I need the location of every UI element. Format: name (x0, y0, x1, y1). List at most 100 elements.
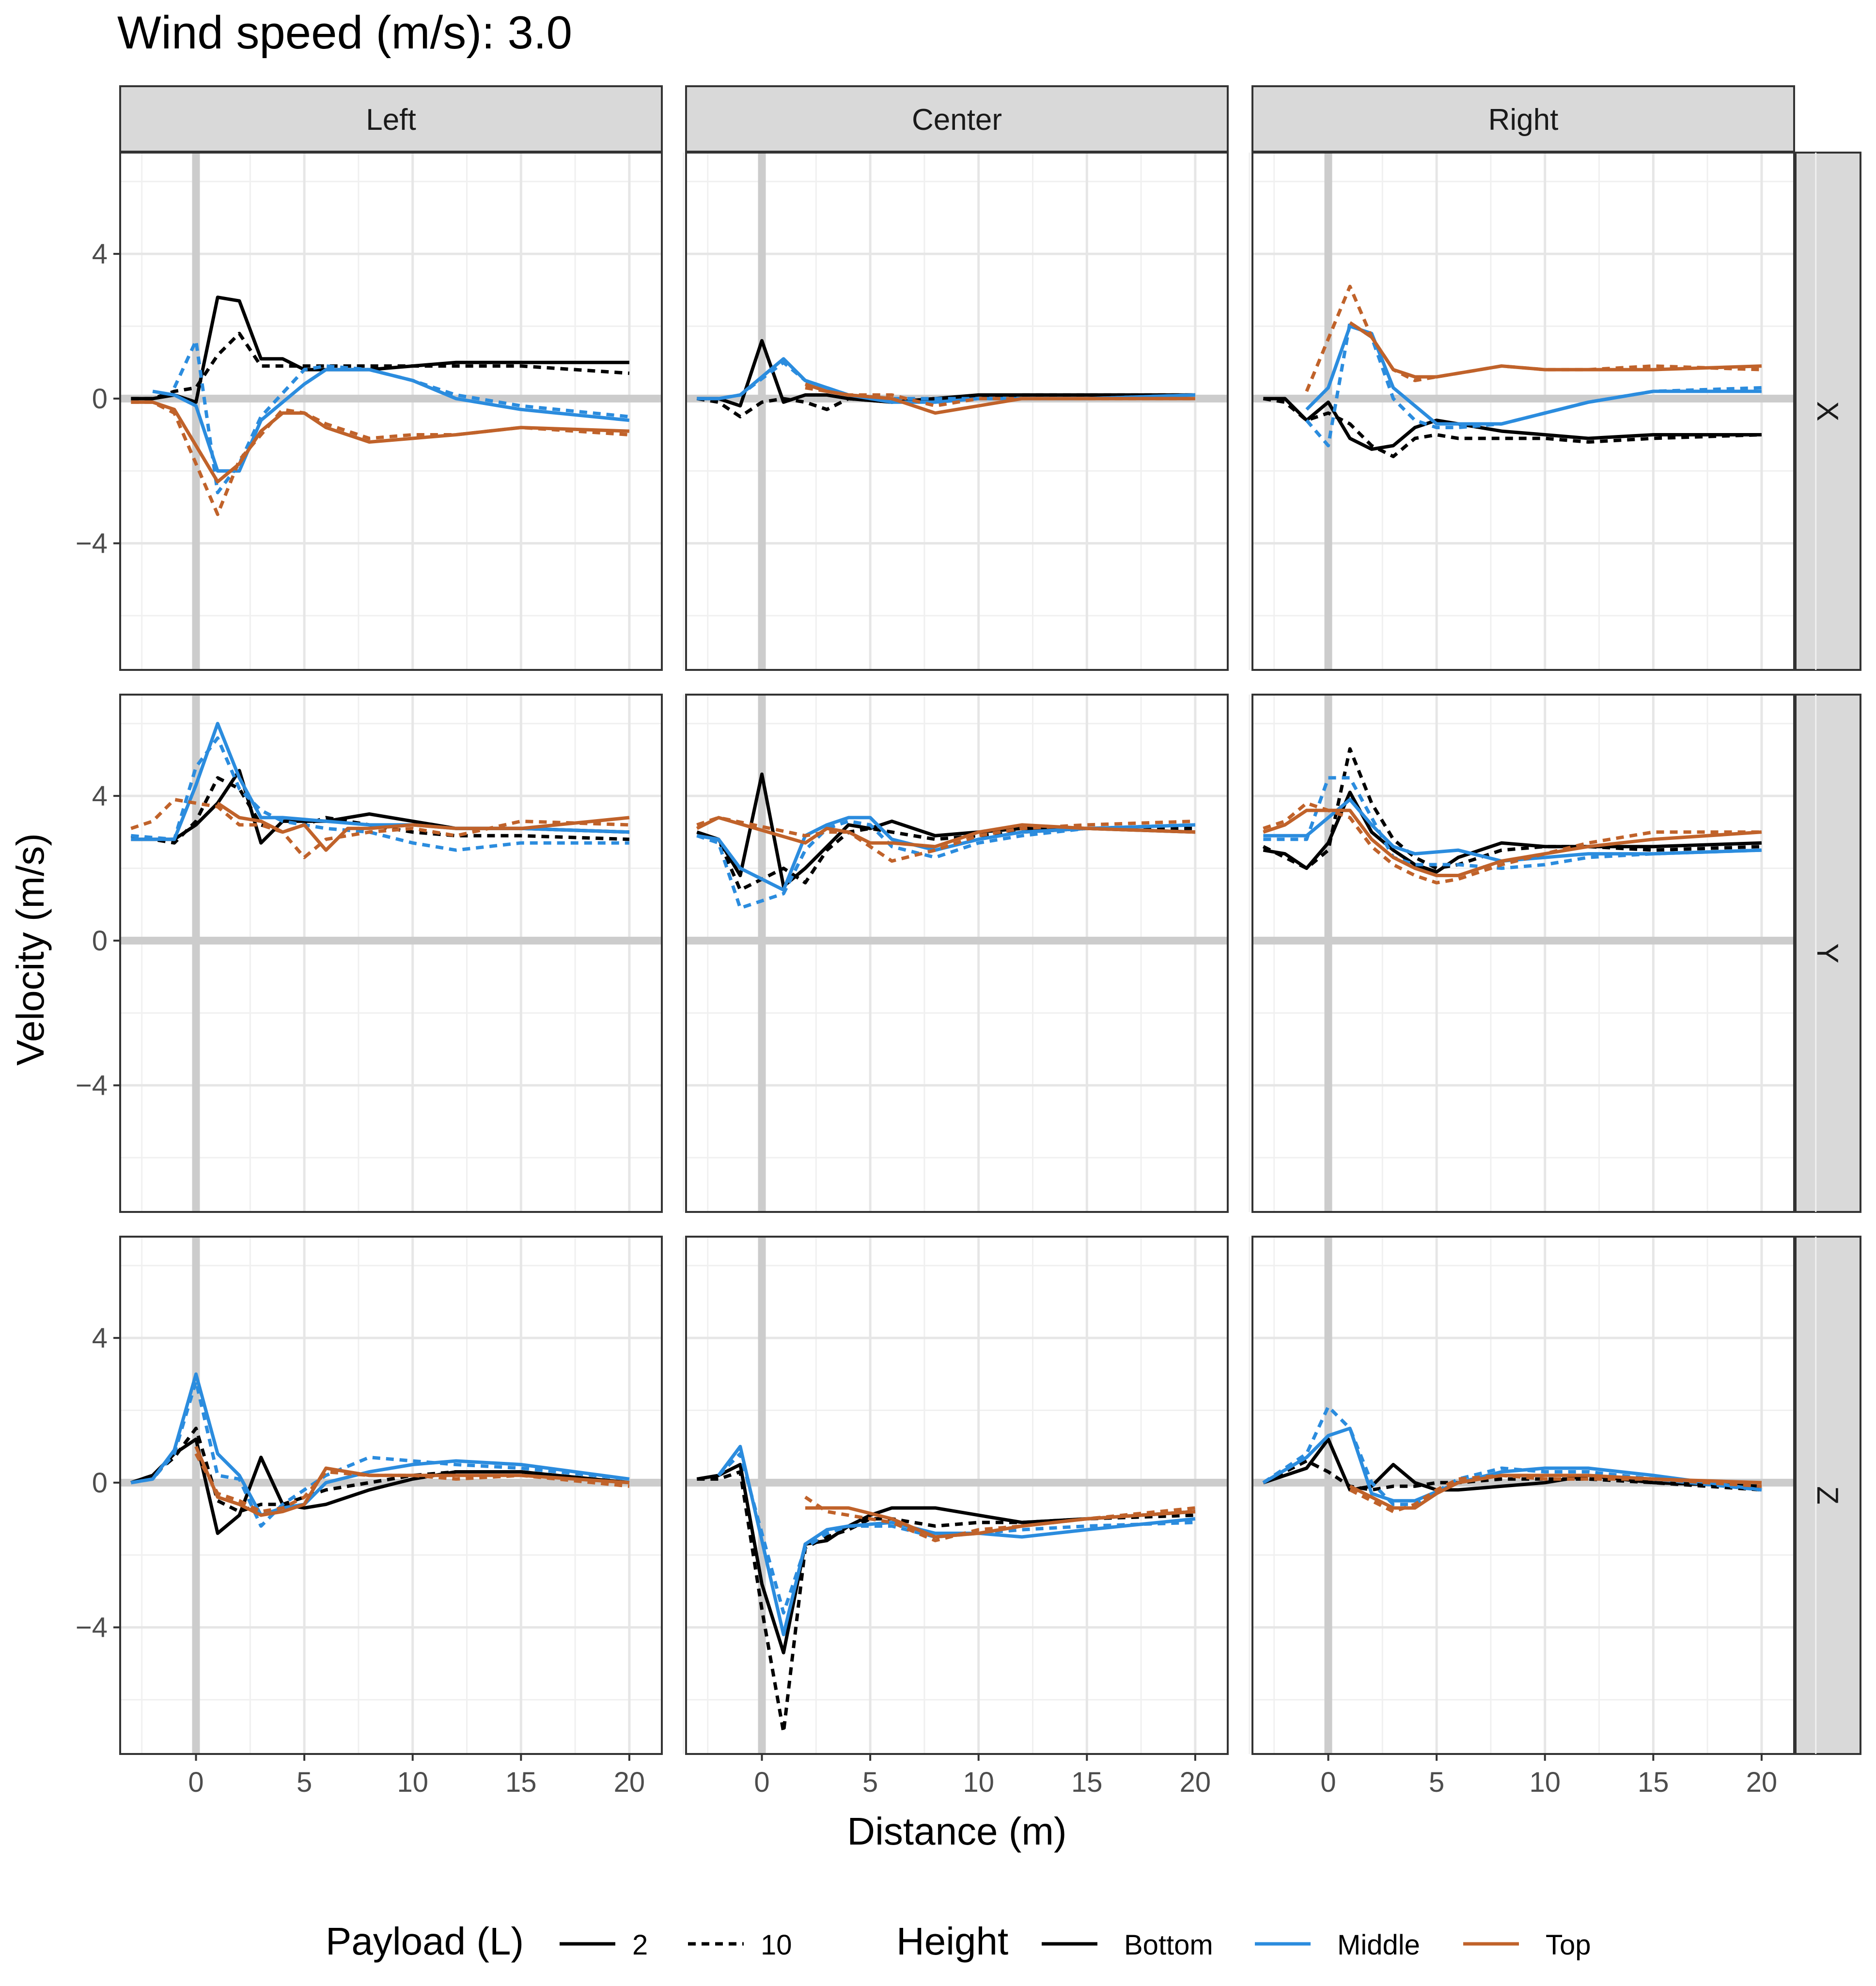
panel-x-center (685, 152, 1251, 671)
series-line-top-payload-2 (696, 816, 1196, 849)
y-tick-label: −4 (76, 1070, 108, 1102)
series-line-bottom-payload-2 (1263, 397, 1762, 451)
series-group (1262, 747, 1762, 884)
series-line-middle-payload-10 (696, 819, 1196, 910)
series-line-middle-payload-2 (1263, 798, 1762, 863)
y-tick-label: −4 (76, 1612, 108, 1644)
series-line-middle-payload-10 (131, 736, 629, 852)
legend-label-payload: 2 (632, 1929, 648, 1961)
legend: Payload (L) 2 10 Height Bottom Middle Top (326, 1920, 1591, 1963)
series-line-top-payload-2 (805, 1506, 1196, 1539)
panel-y-left: −4 0 4 (76, 694, 685, 1213)
x-tick-label: 15 (1638, 1767, 1669, 1798)
series-line-top-payload-10 (696, 816, 1196, 863)
facet-strip-x (1795, 152, 1861, 671)
panel-border (119, 1236, 663, 1755)
series-group (130, 1372, 630, 1535)
panel-border (685, 694, 1229, 1213)
facet-strip-z (1795, 1236, 1861, 1755)
series-line-bottom-payload-10 (696, 393, 1195, 419)
x-tick-label: 20 (614, 1767, 645, 1798)
series-line-bottom-payload-2 (1263, 791, 1762, 874)
series-line-bottom-payload-10 (130, 776, 630, 845)
panel-background (686, 695, 1228, 1212)
series-group (130, 722, 630, 859)
series-line-bottom-payload-10 (1263, 397, 1762, 458)
series-line-middle-payload-2 (1262, 1427, 1762, 1503)
facet-strip-right (1251, 85, 1795, 153)
panel-background (1252, 695, 1794, 1212)
series-line-top-payload-2 (1349, 1474, 1762, 1510)
facet-strip-center (685, 85, 1229, 153)
legend-label-payload: 10 (761, 1929, 792, 1961)
series-line-top-payload-10 (1305, 284, 1762, 392)
series-line-middle-payload-10 (1305, 321, 1762, 448)
y-tick-label: 0 (92, 925, 108, 957)
x-tick-label: 20 (1746, 1767, 1778, 1798)
y-tick-label: 0 (92, 383, 108, 415)
series-group (131, 295, 630, 516)
series-group (696, 1444, 1196, 1734)
series-line-top-payload-2 (1263, 808, 1762, 877)
legend-label-height: Middle (1337, 1929, 1420, 1961)
x-tick-label: 10 (963, 1767, 994, 1798)
series-line-bottom-payload-10 (1262, 747, 1762, 870)
facet-strip-label: Right (1488, 103, 1559, 137)
panel-background (686, 1237, 1228, 1754)
x-tick-label: 5 (862, 1767, 878, 1798)
x-tick-label: 10 (1529, 1767, 1561, 1798)
series-line-top-payload-10 (1263, 801, 1762, 884)
x-tick-label: 20 (1180, 1767, 1211, 1798)
series-line-middle-payload-2 (152, 368, 630, 473)
panel-border (1251, 1236, 1795, 1755)
panel-z-center: 0 5 10 15 20 (685, 1236, 1251, 1798)
y-tick-label: 4 (92, 1322, 108, 1354)
y-tick-label: 4 (92, 780, 108, 812)
series-group (696, 772, 1196, 910)
panel-border (1251, 152, 1795, 671)
panel-background (120, 695, 662, 1212)
series-line-middle-payload-10 (130, 1380, 630, 1528)
panel-y-right (1251, 694, 1817, 1213)
x-tick-label: 10 (397, 1767, 428, 1798)
x-tick-label: 15 (1071, 1767, 1103, 1798)
y-tick-label: 0 (92, 1467, 108, 1499)
panel-x-left: −4 0 4 (76, 152, 685, 671)
panel-background (686, 153, 1228, 670)
legend-label-height: Bottom (1124, 1929, 1213, 1961)
y-axis-label: Velocity (m/s) (9, 833, 52, 1066)
panel-background (120, 1237, 662, 1754)
x-tick-label: 0 (188, 1767, 203, 1798)
series-line-top-payload-10 (131, 400, 630, 516)
series-group (1262, 1405, 1762, 1514)
series-line-middle-payload-10 (717, 1452, 1196, 1615)
panel-border (119, 152, 663, 671)
panel-border (1251, 694, 1795, 1213)
x-tick-label: 0 (1320, 1767, 1336, 1798)
legend-label-height: Top (1546, 1929, 1591, 1961)
panel-z-right: 0 5 10 15 20 (1251, 1236, 1817, 1798)
series-line-bottom-payload-10 (131, 331, 630, 401)
panel-x-right (1251, 152, 1817, 671)
chart-title: Wind speed (m/s): 3.0 (117, 7, 572, 59)
facet-strip-label: Center (912, 103, 1002, 137)
facet-strip-left (119, 85, 663, 153)
x-tick-label: 0 (754, 1767, 769, 1798)
facet-strip-label: Left (366, 103, 416, 137)
legend-height-title: Height (896, 1920, 1008, 1963)
x-axis-label: Distance (m) (847, 1810, 1066, 1853)
facet-strip-y (1795, 694, 1861, 1213)
x-tick-label: 5 (1429, 1767, 1444, 1798)
panel-background (1252, 153, 1794, 670)
series-line-top-payload-2 (217, 802, 630, 852)
series-line-middle-payload-2 (696, 816, 1196, 892)
series-group (1263, 284, 1762, 458)
panel-border (685, 152, 1229, 671)
series-line-top-payload-10 (130, 798, 630, 859)
panel-z-left: −4 0 4 0 5 10 15 20 (76, 1236, 685, 1798)
series-line-top-payload-10 (804, 1495, 1196, 1542)
series-line-top-payload-10 (805, 386, 1195, 408)
panel-y-center (685, 694, 1251, 1213)
